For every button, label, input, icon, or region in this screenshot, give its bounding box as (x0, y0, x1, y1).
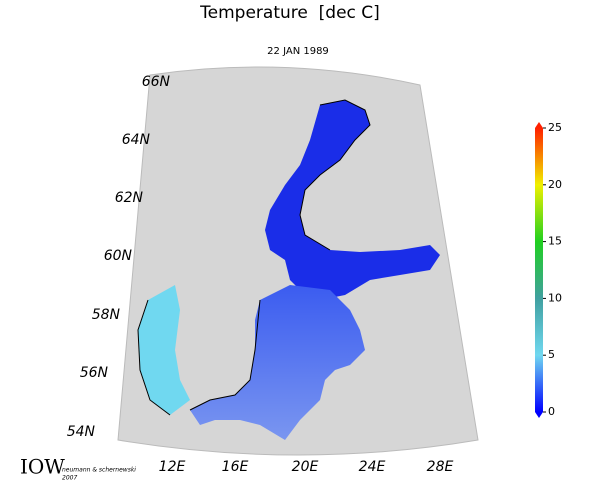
colorbar-arrow-top (535, 122, 543, 128)
colorbar-tick-label: 10 (548, 291, 562, 304)
date: 22 JAN 1989 (267, 46, 329, 57)
logo: IOW (20, 455, 65, 479)
lon-label: 16E (222, 459, 249, 475)
lat-label: 54N (67, 424, 96, 440)
credit-year: 2007 (62, 475, 77, 482)
colorbar-tick-label: 5 (548, 348, 555, 361)
lon-label: 20E (292, 459, 319, 475)
sea-central (190, 285, 365, 440)
lat-label: 56N (80, 365, 109, 381)
coastline (137, 99, 371, 416)
lat-label: 58N (92, 307, 121, 323)
colorbar-tick-label: 25 (548, 121, 562, 134)
lon-label: 12E (159, 459, 186, 475)
sea-north (265, 100, 440, 300)
colorbar (535, 128, 543, 412)
colorbar-tick-label: 20 (548, 178, 562, 191)
sea-west (138, 285, 190, 415)
lon-label: 28E (427, 459, 454, 475)
colorbar-arrow-bottom (535, 412, 543, 418)
title: Temperature [dec C] (199, 3, 380, 23)
lat-label: 66N (142, 74, 171, 90)
colorbar-tick-label: 0 (548, 405, 555, 418)
lat-label: 64N (122, 132, 151, 148)
lat-label: 60N (104, 248, 133, 264)
lon-label: 24E (359, 459, 386, 475)
credit-authors: neumann & schernewski (62, 467, 136, 474)
lat-label: 62N (115, 190, 144, 206)
colorbar-tick-label: 15 (548, 235, 562, 248)
